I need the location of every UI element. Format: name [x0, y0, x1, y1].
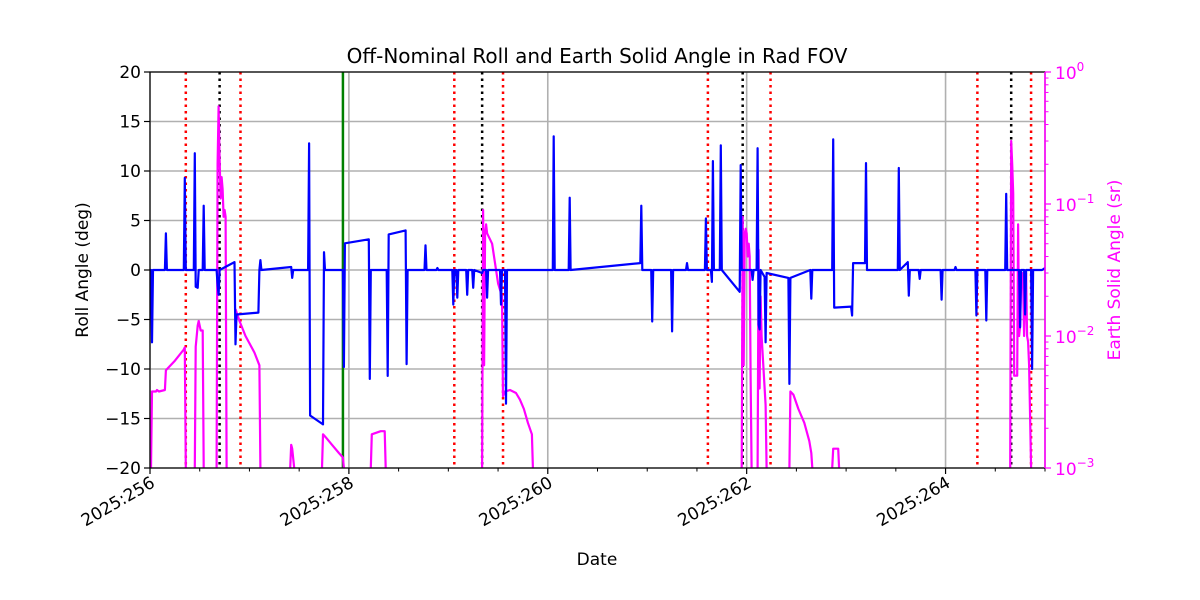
earth-solid-angle-segment	[234, 308, 262, 468]
y-left-tick-label: −10	[105, 360, 141, 380]
y-left-tick-label: −15	[105, 410, 141, 430]
earth-solid-angle-segment	[788, 390, 814, 468]
earth-solid-angle-segment	[831, 447, 841, 468]
right-axis-ticks: 100 10−1 10−2 10−3	[1045, 60, 1094, 480]
y-left-tick-label: −20	[105, 459, 141, 479]
x-axis-label: Date	[577, 550, 618, 570]
earth-solid-angle-segment	[193, 319, 205, 468]
y-right-tick-label: 10−2	[1055, 324, 1094, 348]
earth-solid-angle-segment	[481, 208, 534, 468]
chart-title: Off-Nominal Roll and Earth Solid Angle i…	[347, 44, 848, 68]
left-axis-label: Roll Angle (deg)	[73, 202, 93, 337]
earth-solid-angle-segment	[150, 346, 187, 468]
earth-solid-angle-segment	[740, 215, 753, 468]
earth-solid-angle-segment	[289, 443, 296, 468]
y-right-tick-label: 100	[1055, 60, 1084, 84]
earth-solid-angle-segment	[215, 105, 228, 468]
right-axis-label: Earth Solid Angle (sr)	[1105, 180, 1125, 361]
y-right-tick-label: 10−3	[1055, 456, 1094, 480]
earth-solid-angle-segment	[320, 433, 345, 468]
y-left-tick-label: −5	[116, 311, 141, 331]
earth-solid-angle-series	[150, 105, 1033, 468]
y-left-tick-label: 0	[130, 261, 141, 281]
y-left-tick-label: 10	[119, 162, 141, 182]
left-axis-ticks: 20 15 10 5 0 −5 −10 −15 −20	[105, 63, 150, 479]
y-left-tick-label: 15	[119, 113, 141, 133]
y-left-tick-label: 20	[119, 63, 141, 83]
y-left-tick-label: 5	[130, 212, 141, 232]
roll-angle-line	[150, 135, 1045, 426]
roll-angle-series	[150, 135, 1045, 426]
y-right-tick-label: 10−1	[1055, 192, 1094, 216]
earth-solid-angle-segment	[369, 430, 387, 468]
